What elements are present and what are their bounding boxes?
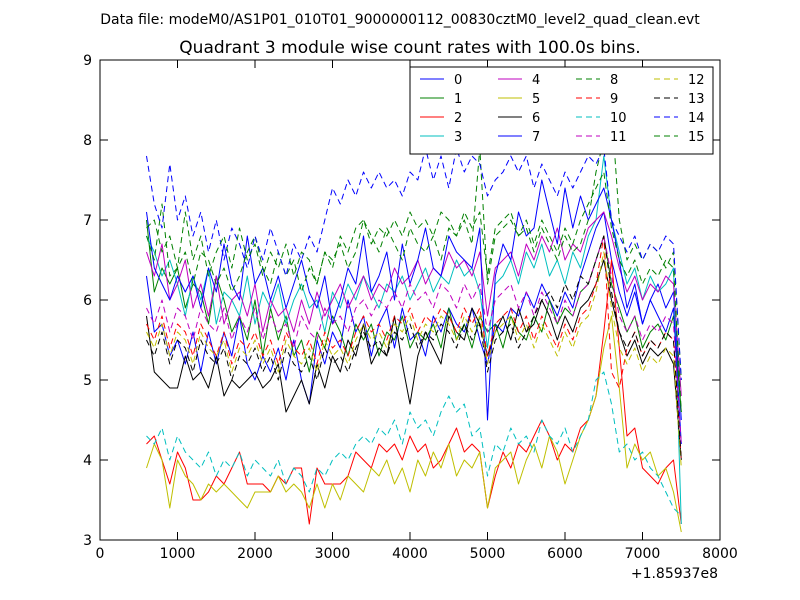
series-layer [146,107,682,533]
series-line-7 [146,179,682,445]
legend-label-2: 2 [454,111,462,126]
series-line-14 [146,147,682,381]
legend-label-12: 12 [688,73,705,88]
series-line-15 [146,171,682,413]
legend-label-9: 9 [610,92,618,107]
y-tick-label: 4 [83,453,92,469]
series-line-4 [146,211,682,397]
x-tick-label: 5000 [470,546,506,562]
x-offset-label: +1.85937e8 [631,566,718,582]
legend-label-15: 15 [688,130,705,145]
legend-label-8: 8 [610,73,618,88]
legend-label-5: 5 [532,92,540,107]
x-tick-label: 2000 [237,546,273,562]
x-tick-label: 4000 [392,546,428,562]
legend-label-6: 6 [532,111,540,126]
y-tick-label: 3 [83,533,92,549]
y-tick-label: 9 [83,53,92,69]
legend-label-10: 10 [610,111,627,126]
series-line-5 [146,315,682,533]
legend-label-1: 1 [454,92,462,107]
series-line-10 [146,371,682,517]
x-tick-label: 1000 [160,546,196,562]
legend-label-11: 11 [610,130,627,145]
series-line-9 [146,235,682,461]
chart-title: Quadrant 3 module wise count rates with … [179,38,640,58]
series-line-11 [146,235,682,445]
y-tick-label: 5 [83,373,92,389]
x-tick-label: 8000 [702,546,738,562]
x-tick-label: 7000 [625,546,661,562]
legend-label-13: 13 [688,92,705,107]
x-tick-label: 0 [96,546,105,562]
legend-label-3: 3 [454,130,462,145]
x-tick-label: 3000 [315,546,351,562]
legend-label-7: 7 [532,130,540,145]
ticks-layer: 0 1000 2000 3000 4000 5000 6000 7000 8000 3 4 5 6 7 8 9 [83,53,738,562]
x-tick-label: 6000 [547,546,583,562]
series-line-6 [146,259,682,461]
legend-box [409,66,714,155]
series-line-13 [146,235,682,461]
figure-suptitle: Data file: modeM0/AS1P01_010T01_90000001… [100,12,700,28]
y-tick-label: 7 [83,213,92,229]
legend-label-0: 0 [454,73,462,88]
legend-label-4: 4 [532,73,540,88]
legend-label-14: 14 [688,111,705,126]
y-tick-label: 8 [83,133,92,149]
series-line-12 [146,251,682,469]
y-tick-label: 6 [83,293,92,309]
